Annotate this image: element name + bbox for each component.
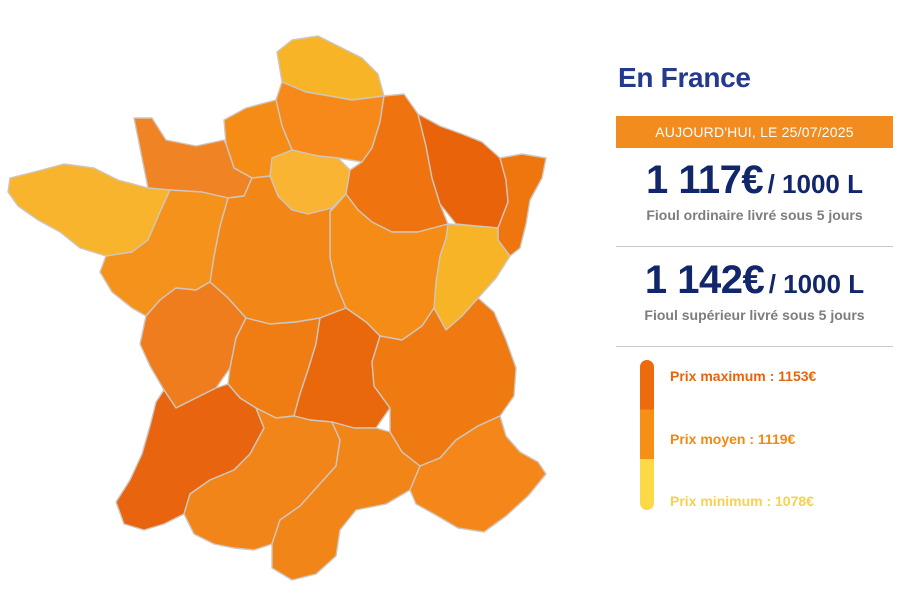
region-paca[interactable] [409, 415, 547, 533]
price-superieur-unit: / 1000 L [768, 269, 865, 299]
price-ordinaire-unit: / 1000 L [767, 169, 863, 199]
region-rhone-alpes[interactable] [371, 297, 517, 467]
legend-max: Prix maximum : 1153€ [670, 368, 817, 384]
panel-title: En France [618, 62, 751, 93]
price-superieur-value: 1 142€ [644, 258, 765, 302]
region-alsace[interactable] [497, 153, 547, 257]
price-panel: En France AUJOURD'HUI, LE 25/07/2025 1 1… [616, 0, 893, 600]
legend-color-bar [640, 360, 654, 510]
price-superieur-description: Fioul supérieur livré sous 5 jours [644, 307, 865, 323]
date-banner: AUJOURD'HUI, LE 25/07/2025 [616, 116, 893, 148]
divider [616, 246, 893, 247]
price-ordinaire-description: Fioul ordinaire livré sous 5 jours [646, 207, 863, 223]
divider [616, 346, 893, 347]
legend-avg: Prix moyen : 1119€ [670, 431, 796, 447]
region-languedoc[interactable] [271, 421, 421, 581]
region-midi-pyrenees[interactable] [183, 407, 341, 551]
price-superieur: 1 142€ / 1000 L Fioul supérieur livré so… [616, 258, 893, 323]
price-ordinaire: 1 117€ / 1000 L Fioul ordinaire livré so… [616, 158, 893, 223]
legend-min: Prix minimum : 1078€ [670, 493, 814, 509]
france-regions-map [7, 35, 547, 581]
price-ordinaire-value: 1 117€ [646, 158, 764, 202]
